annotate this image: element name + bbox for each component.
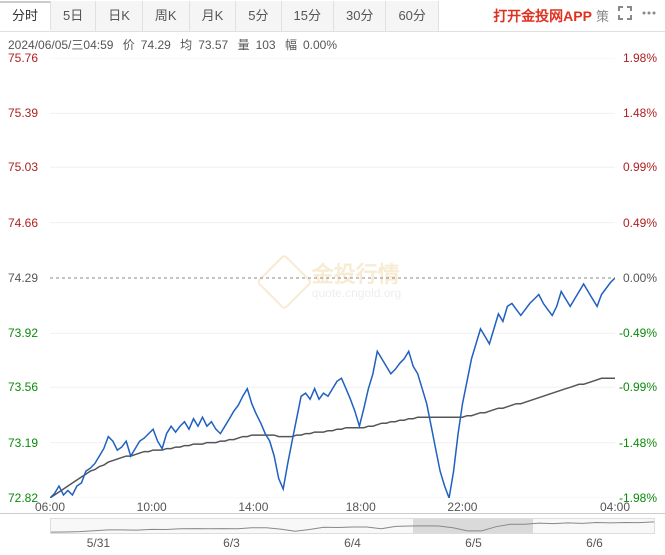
y-left-label: 75.76 xyxy=(8,51,38,65)
y-left-label: 73.92 xyxy=(8,326,38,340)
y-right-label: 1.48% xyxy=(623,106,657,120)
y-left-label: 73.19 xyxy=(8,436,38,450)
x-label: 14:00 xyxy=(238,500,268,514)
tab-月K[interactable]: 月K xyxy=(190,1,237,31)
x-label: 18:00 xyxy=(346,500,376,514)
strategy-label[interactable]: 策 xyxy=(596,6,609,25)
x-label: 10:00 xyxy=(137,500,167,514)
more-icon[interactable] xyxy=(641,5,657,26)
chart-svg xyxy=(50,58,615,498)
y-right-label: 0.49% xyxy=(623,216,657,230)
tab-30分[interactable]: 30分 xyxy=(334,1,386,31)
chart-area: 金投行情 quote.cngold.org 75.7675.3975.0374.… xyxy=(0,58,665,513)
vol-label: 量 xyxy=(238,38,250,52)
vol-value: 103 xyxy=(256,38,276,52)
tab-60分[interactable]: 60分 xyxy=(386,1,438,31)
nav-label: 6/3 xyxy=(223,536,240,550)
y-left-label: 74.29 xyxy=(8,271,38,285)
tab-5日[interactable]: 5日 xyxy=(51,1,96,31)
nav-label: 5/31 xyxy=(87,536,110,550)
y-left-label: 74.66 xyxy=(8,216,38,230)
y-left-label: 73.56 xyxy=(8,380,38,394)
tab-15分[interactable]: 15分 xyxy=(282,1,334,31)
amp-label: 幅 xyxy=(285,38,297,52)
y-right-label: 1.98% xyxy=(623,51,657,65)
y-right-label: 0.99% xyxy=(623,160,657,174)
tab-bar: 分时5日日K周K月K5分15分30分60分 打开金投网APP策 xyxy=(0,0,665,32)
avg-label: 均 xyxy=(180,38,192,52)
y-right-label: -1.48% xyxy=(619,436,657,450)
datetime: 2024/06/05/三04:59 xyxy=(8,38,113,52)
x-label: 22:00 xyxy=(447,500,477,514)
y-right-label: 0.00% xyxy=(623,271,657,285)
info-bar: 2024/06/05/三04:59 价 74.29 均 73.57 量 103 幅 0.… xyxy=(0,32,665,58)
y-right-label: -0.49% xyxy=(619,326,657,340)
y-left-label: 75.39 xyxy=(8,106,38,120)
nav-label: 6/5 xyxy=(465,536,482,550)
y-left-label: 75.03 xyxy=(8,160,38,174)
tab-周K[interactable]: 周K xyxy=(143,1,190,31)
avg-line xyxy=(50,378,615,498)
amp-value: 0.00% xyxy=(303,38,337,52)
nav-label: 6/6 xyxy=(586,536,603,550)
avg-value: 73.57 xyxy=(198,38,228,52)
price-value: 74.29 xyxy=(141,38,171,52)
open-app-link[interactable]: 打开金投网APP xyxy=(489,6,596,26)
y-left-label: 72.82 xyxy=(8,491,38,505)
nav-label: 6/4 xyxy=(344,536,361,550)
tab-日K[interactable]: 日K xyxy=(96,1,143,31)
fullscreen-icon[interactable] xyxy=(617,5,633,26)
tab-分时[interactable]: 分时 xyxy=(0,1,51,31)
x-label: 06:00 xyxy=(35,500,65,514)
x-label: 04:00 xyxy=(600,500,630,514)
time-nav-bar[interactable]: 5/31 6/3 6/4 6/5 6/6 xyxy=(0,513,665,553)
price-label: 价 xyxy=(123,38,135,52)
y-right-label: -0.99% xyxy=(619,380,657,394)
nav-track[interactable] xyxy=(50,518,655,534)
price-line xyxy=(50,278,615,498)
tab-5分[interactable]: 5分 xyxy=(236,1,281,31)
